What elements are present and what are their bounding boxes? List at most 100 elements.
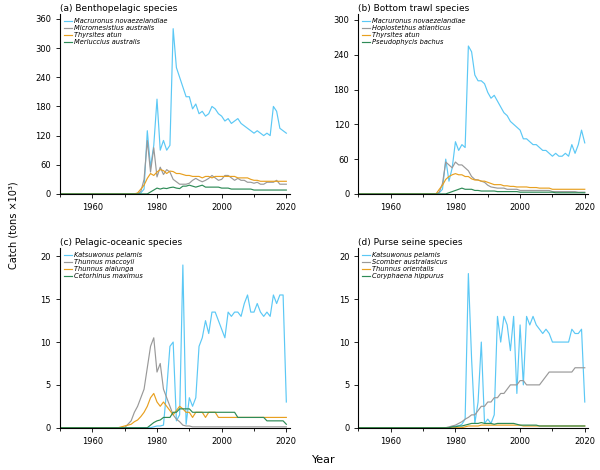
Katsuwonus pelamis (468, 356, 475, 362)
Thyrsites atun (361, 191, 368, 197)
Coryphaena hippurus (355, 425, 362, 431)
Katsuwonus pelamis (231, 309, 238, 315)
Micromesistius australis (231, 178, 238, 183)
Macruronus novaezelandiae (283, 130, 290, 136)
Cetorhinus maximus (63, 425, 70, 431)
Hoplostethus atlanticus (419, 191, 427, 197)
Thyrsites atun (170, 169, 177, 174)
Pseudophycis bachus (529, 189, 536, 195)
Thunnus maccoyii (63, 425, 70, 431)
Line: Hoplostethus atlanticus: Hoplostethus atlanticus (358, 162, 585, 194)
Cetorhinus maximus (176, 406, 183, 412)
Thunnus alalunga (170, 412, 177, 418)
Thunnus maccoyii (56, 425, 64, 431)
Katsuwonus pelamis (56, 425, 64, 431)
Coryphaena hippurus (571, 423, 578, 429)
Thunnus alalunga (231, 415, 238, 420)
Thyrsites atun (121, 191, 128, 197)
Scomber australasicus (419, 425, 427, 431)
Thunnus orientalis (361, 425, 368, 431)
Text: (c) Pelagic-oceanic species: (c) Pelagic-oceanic species (60, 238, 182, 247)
Cetorhinus maximus (231, 409, 238, 415)
Thyrsites atun (283, 179, 290, 184)
Text: (b) Bottom trawl species: (b) Bottom trawl species (358, 4, 470, 13)
Thyrsites atun (571, 187, 578, 192)
Line: Scomber australasicus: Scomber australasicus (358, 368, 585, 428)
Thyrsites atun (468, 176, 475, 182)
Scomber australasicus (571, 365, 578, 370)
Thyrsites atun (494, 182, 501, 188)
Line: Coryphaena hippurus: Coryphaena hippurus (358, 423, 585, 428)
Thunnus maccoyii (231, 424, 238, 430)
Merluccius australis (283, 187, 290, 193)
Macruronus novaezelandiae (166, 142, 173, 148)
Merluccius australis (56, 191, 64, 197)
Line: Merluccius australis: Merluccius australis (60, 185, 286, 194)
Micromesistius australis (143, 138, 151, 143)
Macruronus novaezelandiae (361, 191, 368, 197)
Thunnus alalunga (56, 425, 64, 431)
Coryphaena hippurus (529, 423, 536, 428)
Thunnus maccoyii (170, 412, 177, 418)
Macruronus novaezelandiae (529, 142, 536, 148)
Macruronus novaezelandiae (494, 98, 501, 104)
Thunnus orientalis (419, 425, 427, 431)
Pseudophycis bachus (361, 191, 368, 197)
Thunnus maccoyii (121, 425, 128, 431)
Thunnus orientalis (571, 423, 578, 429)
Thunnus maccoyii (150, 335, 157, 341)
Thunnus alalunga (63, 425, 70, 431)
Coryphaena hippurus (581, 423, 589, 429)
Scomber australasicus (568, 369, 575, 375)
Thyrsites atun (56, 191, 64, 197)
Merluccius australis (121, 191, 128, 197)
Thyrsites atun (581, 187, 589, 192)
Macruronus novaezelandiae (56, 191, 64, 197)
Hoplostethus atlanticus (529, 188, 536, 193)
Text: (a) Benthopelagic species: (a) Benthopelagic species (60, 4, 178, 13)
Thunnus maccoyii (196, 424, 203, 430)
Thyrsites atun (157, 167, 164, 172)
Thyrsites atun (529, 185, 536, 190)
Legend: Macruronus novaezelandiae, Hoplostethus atlanticus, Thyrsites atun, Pseudophycis: Macruronus novaezelandiae, Hoplostethus … (362, 17, 467, 46)
Katsuwonus pelamis (355, 425, 362, 431)
Text: Catch (tons ×10³): Catch (tons ×10³) (9, 182, 19, 269)
Katsuwonus pelamis (419, 425, 427, 431)
Thyrsites atun (419, 191, 427, 197)
Macruronus novaezelandiae (63, 191, 70, 197)
Hoplostethus atlanticus (571, 189, 578, 195)
Pseudophycis bachus (468, 187, 475, 192)
Macruronus novaezelandiae (468, 49, 475, 55)
Line: Pseudophycis bachus: Pseudophycis bachus (358, 188, 585, 194)
Merluccius australis (273, 187, 280, 193)
Katsuwonus pelamis (63, 425, 70, 431)
Macruronus novaezelandiae (196, 111, 203, 117)
Thunnus alalunga (196, 409, 203, 415)
Thyrsites atun (273, 179, 280, 184)
Thyrsites atun (355, 191, 362, 197)
Thyrsites atun (452, 171, 459, 176)
Hoplostethus atlanticus (355, 191, 362, 197)
Coryphaena hippurus (478, 420, 485, 425)
Thyrsites atun (231, 173, 238, 179)
Merluccius australis (63, 191, 70, 197)
Katsuwonus pelamis (529, 313, 536, 319)
Coryphaena hippurus (361, 425, 368, 431)
Coryphaena hippurus (465, 422, 472, 427)
Pseudophycis bachus (355, 191, 362, 197)
Katsuwonus pelamis (361, 425, 368, 431)
Line: Thyrsites atun: Thyrsites atun (358, 173, 585, 194)
Macruronus novaezelandiae (121, 191, 128, 197)
Legend: Macruronus novaezelandiae, Micromesistius australis, Thyrsites atun, Merluccius : Macruronus novaezelandiae, Micromesistiu… (64, 17, 168, 46)
Thyrsites atun (63, 191, 70, 197)
Macruronus novaezelandiae (355, 191, 362, 197)
Katsuwonus pelamis (465, 271, 472, 276)
Thunnus orientalis (355, 425, 362, 431)
Macruronus novaezelandiae (571, 150, 578, 156)
Hoplostethus atlanticus (468, 174, 475, 180)
Katsuwonus pelamis (494, 313, 501, 319)
Hoplostethus atlanticus (494, 185, 501, 191)
Katsuwonus pelamis (196, 344, 203, 349)
Line: Macruronus novaezelandiae: Macruronus novaezelandiae (358, 46, 585, 194)
Line: Cetorhinus maximus: Cetorhinus maximus (60, 409, 286, 428)
